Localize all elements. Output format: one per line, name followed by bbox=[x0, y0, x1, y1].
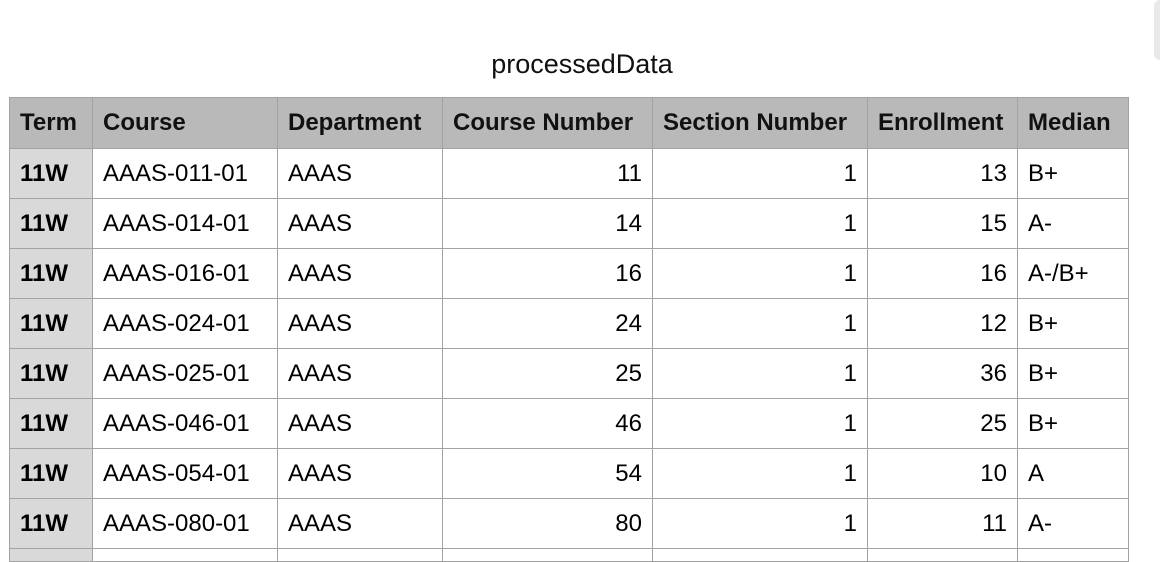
cell-department[interactable]: AAAS bbox=[277, 448, 443, 499]
sheet-title: processedData bbox=[491, 49, 673, 79]
cell-median[interactable] bbox=[1017, 548, 1129, 562]
cell-enrollment[interactable]: 15 bbox=[867, 198, 1018, 249]
cell-enrollment[interactable]: 36 bbox=[867, 348, 1018, 399]
cell-enrollment[interactable]: 16 bbox=[867, 248, 1018, 299]
cell-section-number[interactable]: 1 bbox=[652, 298, 868, 349]
cell-course-number[interactable]: 54 bbox=[442, 448, 653, 499]
cell-term[interactable]: 11W bbox=[9, 448, 93, 499]
data-table: Term Course Department Course Number Sec… bbox=[9, 97, 1129, 562]
cell-course-number[interactable]: 24 bbox=[442, 298, 653, 349]
cell-course-number[interactable]: 14 bbox=[442, 198, 653, 249]
cell-median[interactable]: A-/B+ bbox=[1017, 248, 1129, 299]
cell-median[interactable]: A bbox=[1017, 448, 1129, 499]
column-header-section-number[interactable]: Section Number bbox=[652, 97, 868, 149]
column-header-course[interactable]: Course bbox=[92, 97, 278, 149]
cell-enrollment[interactable]: 13 bbox=[867, 148, 1018, 199]
cell-department[interactable]: AAAS bbox=[277, 148, 443, 199]
cell-course[interactable]: AAAS-025-01 bbox=[92, 348, 278, 399]
cell-enrollment[interactable]: 12 bbox=[867, 298, 1018, 349]
cell-course[interactable]: AAAS-011-01 bbox=[92, 148, 278, 199]
column-header-department[interactable]: Department bbox=[277, 97, 443, 149]
cell-course-number[interactable]: 16 bbox=[442, 248, 653, 299]
cell-median[interactable]: B+ bbox=[1017, 348, 1129, 399]
cell-course-number[interactable]: 11 bbox=[442, 148, 653, 199]
cell-section-number[interactable]: 1 bbox=[652, 448, 868, 499]
cell-term[interactable]: 11W bbox=[9, 148, 93, 199]
cell-course-number[interactable] bbox=[442, 548, 653, 562]
cell-section-number[interactable]: 1 bbox=[652, 248, 868, 299]
cell-term[interactable]: 11W bbox=[9, 398, 93, 449]
table-row: 11W AAAS-024-01 AAAS 24 1 12 B+ bbox=[9, 298, 1129, 349]
cell-enrollment[interactable] bbox=[867, 548, 1018, 562]
cell-section-number[interactable] bbox=[652, 548, 868, 562]
cell-section-number[interactable]: 1 bbox=[652, 498, 868, 549]
cell-course[interactable]: AAAS-014-01 bbox=[92, 198, 278, 249]
cell-course[interactable]: AAAS-016-01 bbox=[92, 248, 278, 299]
cell-enrollment[interactable]: 25 bbox=[867, 398, 1018, 449]
cell-enrollment[interactable]: 11 bbox=[867, 498, 1018, 549]
cell-course[interactable]: AAAS-054-01 bbox=[92, 448, 278, 499]
column-header-median[interactable]: Median bbox=[1017, 97, 1129, 149]
cell-term[interactable]: 11W bbox=[9, 498, 93, 549]
cell-department[interactable]: AAAS bbox=[277, 248, 443, 299]
cell-term[interactable]: 11W bbox=[9, 248, 93, 299]
cell-course[interactable]: AAAS-024-01 bbox=[92, 298, 278, 349]
cell-median[interactable]: A- bbox=[1017, 498, 1129, 549]
table-row: 11W AAAS-011-01 AAAS 11 1 13 B+ bbox=[9, 148, 1129, 199]
cell-course[interactable] bbox=[92, 548, 278, 562]
cell-department[interactable]: AAAS bbox=[277, 398, 443, 449]
cell-course[interactable]: AAAS-046-01 bbox=[92, 398, 278, 449]
cell-term[interactable]: 11W bbox=[9, 348, 93, 399]
cell-median[interactable]: A- bbox=[1017, 198, 1129, 249]
column-header-enrollment[interactable]: Enrollment bbox=[867, 97, 1018, 149]
cell-enrollment[interactable]: 10 bbox=[867, 448, 1018, 499]
header-row: Term Course Department Course Number Sec… bbox=[9, 97, 1129, 149]
cell-section-number[interactable]: 1 bbox=[652, 198, 868, 249]
cell-term[interactable]: 11W bbox=[9, 198, 93, 249]
cell-department[interactable]: AAAS bbox=[277, 348, 443, 399]
table-row: 11W AAAS-054-01 AAAS 54 1 10 A bbox=[9, 448, 1129, 499]
cell-section-number[interactable]: 1 bbox=[652, 348, 868, 399]
cell-term[interactable] bbox=[9, 548, 93, 562]
table-row: 11W AAAS-080-01 AAAS 80 1 11 A- bbox=[9, 498, 1129, 549]
table-row: 11W AAAS-014-01 AAAS 14 1 15 A- bbox=[9, 198, 1129, 249]
cell-term[interactable]: 11W bbox=[9, 298, 93, 349]
column-header-course-number[interactable]: Course Number bbox=[442, 97, 653, 149]
cell-course-number[interactable]: 25 bbox=[442, 348, 653, 399]
cell-department[interactable]: AAAS bbox=[277, 198, 443, 249]
table-row: 11W AAAS-025-01 AAAS 25 1 36 B+ bbox=[9, 348, 1129, 399]
cell-course-number[interactable]: 46 bbox=[442, 398, 653, 449]
cell-course[interactable]: AAAS-080-01 bbox=[92, 498, 278, 549]
column-header-term[interactable]: Term bbox=[9, 97, 93, 149]
window-edge bbox=[1154, 0, 1160, 60]
cell-median[interactable]: B+ bbox=[1017, 148, 1129, 199]
table-row: 11W AAAS-046-01 AAAS 46 1 25 B+ bbox=[9, 398, 1129, 449]
cell-section-number[interactable]: 1 bbox=[652, 148, 868, 199]
cell-department[interactable]: AAAS bbox=[277, 298, 443, 349]
table-row-partial bbox=[9, 548, 1129, 562]
table-row: 11W AAAS-016-01 AAAS 16 1 16 A-/B+ bbox=[9, 248, 1129, 299]
cell-department[interactable] bbox=[277, 548, 443, 562]
cell-section-number[interactable]: 1 bbox=[652, 398, 868, 449]
cell-median[interactable]: B+ bbox=[1017, 398, 1129, 449]
cell-course-number[interactable]: 80 bbox=[442, 498, 653, 549]
cell-department[interactable]: AAAS bbox=[277, 498, 443, 549]
cell-median[interactable]: B+ bbox=[1017, 298, 1129, 349]
